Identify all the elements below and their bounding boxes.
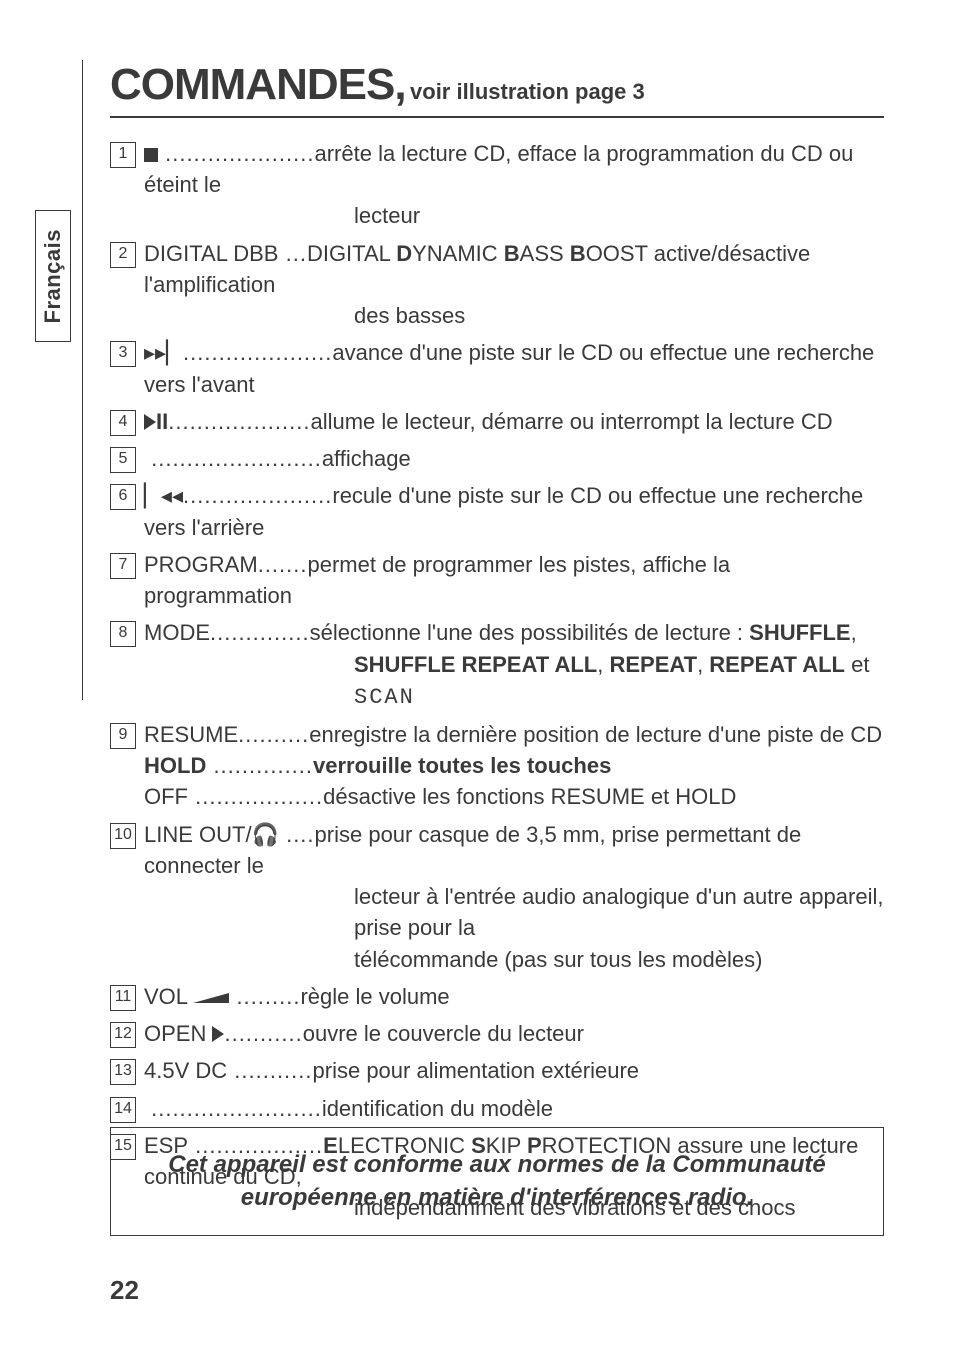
entry-body: VOL .........règle le volume xyxy=(144,981,884,1012)
command-entry: 2 DIGITAL DBB ...DIGITAL DYNAMIC BASS BOO… xyxy=(110,238,884,332)
entry-number-box: 4 xyxy=(110,410,136,436)
entry-number-box: 3 xyxy=(110,341,136,367)
command-entry: 14 ........................identificatio… xyxy=(110,1093,884,1124)
entry-body: .....................arrête la lecture C… xyxy=(144,138,884,232)
heading-block: COMMANDES, voir illustration page 3 xyxy=(110,60,884,118)
entry-number-box: 11 xyxy=(110,985,136,1011)
entry-continuation: lecteur xyxy=(354,200,884,231)
command-entry: 11 VOL .........règle le volume xyxy=(110,981,884,1012)
entry-continuation: SHUFFLE REPEAT ALL, REPEAT, REPEAT ALL e… xyxy=(354,649,884,713)
command-entry: 8 MODE..............sélectionne l'une des… xyxy=(110,617,884,713)
entry-line: HOLD ..............verrouille toutes les… xyxy=(144,750,884,781)
entry-line: OFF ..................désactive les fonc… xyxy=(144,781,884,812)
entry-body: ........................affichage xyxy=(144,443,884,474)
document-page: Français COMMANDES, voir illustration pa… xyxy=(0,0,954,1346)
entry-line: PROGRAM.......permet de programmer les p… xyxy=(144,549,884,611)
entry-line: MODE..............sélectionne l'une des … xyxy=(144,617,884,648)
entry-body: RESUME..........enregistre la dernière p… xyxy=(144,719,884,813)
entry-number-box: 9 xyxy=(110,723,136,749)
command-entry: 1 .....................arrête la lecture… xyxy=(110,138,884,232)
entry-line: .....................arrête la lecture C… xyxy=(144,138,884,200)
entry-line: RESUME..........enregistre la dernière p… xyxy=(144,719,884,750)
entry-number-box: 12 xyxy=(110,1022,136,1048)
entry-line: VOL .........règle le volume xyxy=(144,981,884,1012)
entry-number-box: 14 xyxy=(110,1097,136,1123)
entry-line: OPEN ...........ouvre le couvercle du le… xyxy=(144,1018,884,1049)
entry-number-box: 8 xyxy=(110,621,136,647)
entry-body: DIGITAL DBB ...DIGITAL DYNAMIC BASS BOOS… xyxy=(144,238,884,332)
command-entry: 5 ........................affichage xyxy=(110,443,884,474)
entry-body: ▏◂◂.....................recule d'une pis… xyxy=(144,480,884,542)
compliance-line-1: Cet appareil est conforme aux normes de … xyxy=(168,1151,826,1178)
entry-line: DIGITAL DBB ...DIGITAL DYNAMIC BASS BOOS… xyxy=(144,238,884,300)
entry-number-box: 7 xyxy=(110,553,136,579)
language-tab: Français xyxy=(35,210,71,342)
compliance-line-2: européenne en matière d'interférences ra… xyxy=(241,1184,754,1211)
entry-body: MODE..............sélectionne l'une des … xyxy=(144,617,884,713)
entry-line: ........................affichage xyxy=(144,443,884,474)
entry-body: II....................allume le lecteur,… xyxy=(144,406,884,437)
entry-line: ▏◂◂.....................recule d'une pis… xyxy=(144,480,884,542)
command-entry: 9 RESUME..........enregistre la dernière … xyxy=(110,719,884,813)
entry-continuation: lecteur à l'entrée audio analogique d'un… xyxy=(354,881,884,943)
entry-body: ........................identification d… xyxy=(144,1093,884,1124)
page-number: 22 xyxy=(110,1275,139,1306)
entry-line: ▸▸▏.....................avance d'une pis… xyxy=(144,337,884,399)
margin-hairline xyxy=(82,60,83,700)
commands-list: 1 .....................arrête la lecture… xyxy=(110,138,884,1224)
command-entry: 10 LINE OUT/🎧 ....prise pour casque de 3,… xyxy=(110,819,884,975)
entry-line: 4.5V DC ...........prise pour alimentati… xyxy=(144,1055,884,1086)
command-entry: 13 4.5V DC ...........prise pour alimenta… xyxy=(110,1055,884,1086)
command-entry: 12 OPEN ...........ouvre le couvercle du … xyxy=(110,1018,884,1049)
entry-number-box: 2 xyxy=(110,242,136,268)
entry-body: LINE OUT/🎧 ....prise pour casque de 3,5 … xyxy=(144,819,884,975)
command-entry: 7 PROGRAM.......permet de programmer les … xyxy=(110,549,884,611)
entry-number-box: 5 xyxy=(110,447,136,473)
entry-line: ........................identification d… xyxy=(144,1093,884,1124)
language-tab-text: Français xyxy=(40,229,66,324)
entry-continuation: des basses xyxy=(354,300,884,331)
compliance-notice: Cet appareil est conforme aux normes de … xyxy=(110,1127,884,1236)
entry-number-box: 1 xyxy=(110,142,136,168)
entry-body: 4.5V DC ...........prise pour alimentati… xyxy=(144,1055,884,1086)
entry-continuation: télécommande (pas sur tous les modèles) xyxy=(354,944,884,975)
entry-number-box: 6 xyxy=(110,484,136,510)
command-entry: 3 ▸▸▏.....................avance d'une pi… xyxy=(110,337,884,399)
entry-number-box: 10 xyxy=(110,823,136,849)
entry-line: LINE OUT/🎧 ....prise pour casque de 3,5 … xyxy=(144,819,884,881)
entry-number-box: 13 xyxy=(110,1059,136,1085)
entry-line: II....................allume le lecteur,… xyxy=(144,406,884,437)
entry-body: ▸▸▏.....................avance d'une pis… xyxy=(144,337,884,399)
entry-body: PROGRAM.......permet de programmer les p… xyxy=(144,549,884,611)
command-entry: 6 ▏◂◂.....................recule d'une pi… xyxy=(110,480,884,542)
page-title: COMMANDES, xyxy=(110,60,406,110)
page-subtitle: voir illustration page 3 xyxy=(410,79,645,104)
entry-body: OPEN ...........ouvre le couvercle du le… xyxy=(144,1018,884,1049)
command-entry: 4 II....................allume le lecteur… xyxy=(110,406,884,437)
